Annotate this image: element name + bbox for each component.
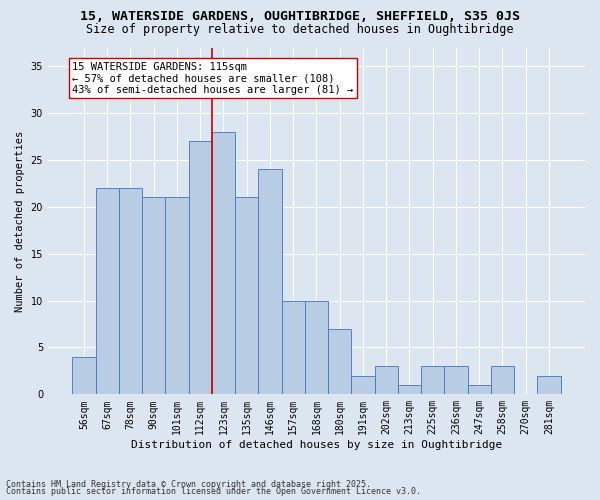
Bar bbox=[281, 300, 305, 394]
Text: 15, WATERSIDE GARDENS, OUGHTIBRIDGE, SHEFFIELD, S35 0JS: 15, WATERSIDE GARDENS, OUGHTIBRIDGE, SHE… bbox=[80, 10, 520, 23]
Bar bbox=[445, 366, 467, 394]
Bar bbox=[305, 300, 328, 394]
Bar bbox=[235, 198, 259, 394]
Text: Size of property relative to detached houses in Oughtibridge: Size of property relative to detached ho… bbox=[86, 22, 514, 36]
Y-axis label: Number of detached properties: Number of detached properties bbox=[15, 130, 25, 312]
Bar bbox=[95, 188, 119, 394]
Bar bbox=[142, 198, 166, 394]
Text: Contains public sector information licensed under the Open Government Licence v3: Contains public sector information licen… bbox=[6, 487, 421, 496]
Bar bbox=[467, 385, 491, 394]
Text: Contains HM Land Registry data © Crown copyright and database right 2025.: Contains HM Land Registry data © Crown c… bbox=[6, 480, 371, 489]
Bar bbox=[259, 170, 281, 394]
Bar bbox=[166, 198, 188, 394]
Bar bbox=[374, 366, 398, 394]
Bar bbox=[328, 328, 352, 394]
Bar bbox=[538, 376, 560, 394]
Bar bbox=[398, 385, 421, 394]
Bar bbox=[188, 141, 212, 395]
Bar bbox=[119, 188, 142, 394]
Bar bbox=[491, 366, 514, 394]
Bar bbox=[421, 366, 445, 394]
Text: 15 WATERSIDE GARDENS: 115sqm
← 57% of detached houses are smaller (108)
43% of s: 15 WATERSIDE GARDENS: 115sqm ← 57% of de… bbox=[73, 62, 353, 95]
Bar bbox=[212, 132, 235, 394]
Bar bbox=[352, 376, 374, 394]
X-axis label: Distribution of detached houses by size in Oughtibridge: Distribution of detached houses by size … bbox=[131, 440, 502, 450]
Bar bbox=[73, 357, 95, 395]
